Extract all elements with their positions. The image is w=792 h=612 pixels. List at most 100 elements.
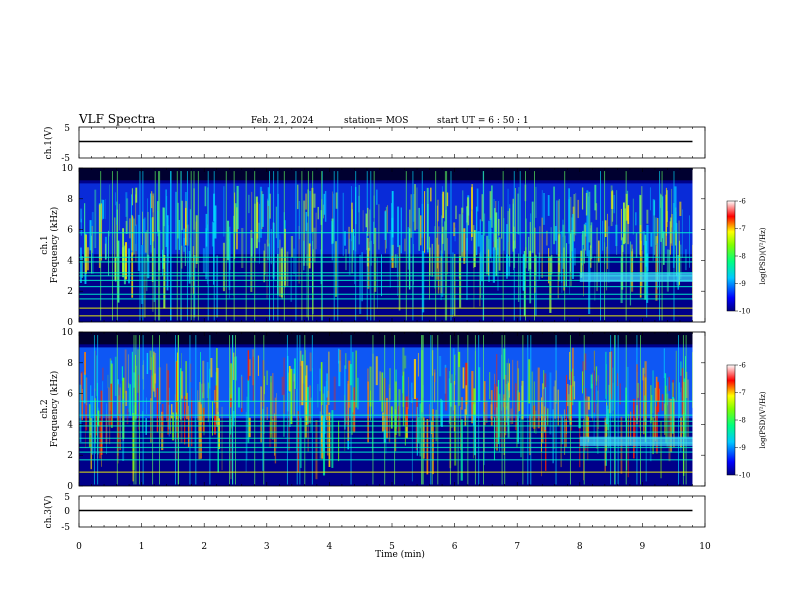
- ch2-spectrogram-streak: [412, 397, 413, 421]
- ch1-spectrogram-streak: [80, 247, 82, 283]
- ch1-spectrogram-streak: [569, 233, 572, 286]
- ch2-spectrogram-streak: [506, 362, 509, 409]
- ch1-spectrogram-streak: [440, 256, 443, 294]
- ch1-spectrogram-streak: [98, 204, 101, 268]
- ch1-spectrogram-streak: [351, 209, 353, 274]
- ch2-spectrogram-streak: [584, 353, 587, 371]
- ch2-spectrogram-spike: [682, 335, 684, 485]
- ch1-spectrogram-streak: [541, 190, 543, 233]
- ch1-spectrogram-streak: [639, 240, 642, 298]
- ch1-spectrogram-streak: [290, 236, 294, 258]
- ch2-spectrogram-ytick-label: 10: [62, 328, 74, 338]
- ch1-spectrogram-streak: [114, 257, 117, 282]
- ch2-spectrogram-streak: [381, 372, 384, 412]
- ch1-spectrogram-streak: [571, 230, 573, 252]
- ch1-spectrogram-streak: [389, 230, 392, 288]
- ch1-spectrogram-streak: [568, 188, 570, 232]
- ch2-spectrogram-streak: [106, 403, 108, 455]
- ch1-spectrogram-streak: [493, 198, 495, 242]
- ch2-spectrogram-spike: [555, 335, 557, 485]
- ch2-spectrogram-streak: [663, 348, 665, 379]
- ch1-spectrogram-streak: [588, 191, 591, 243]
- ch1-spectrogram-streak: [606, 233, 608, 249]
- ch2-spectrogram-streak: [325, 404, 328, 421]
- ch2-spectrogram-streak: [541, 397, 543, 453]
- ch2-spectrogram-ytick-label: 2: [67, 451, 73, 461]
- ch1-spectrogram-streak: [313, 227, 316, 263]
- ch2-spectrogram-streak: [167, 370, 169, 435]
- ch2-spectrogram-streak: [645, 418, 647, 482]
- ch2-spectrogram-streak: [596, 386, 597, 401]
- ch2-spectrogram-streak: [404, 355, 407, 369]
- ch1-spectrogram-streak: [627, 205, 630, 224]
- ch1-spectrogram-streak: [471, 184, 473, 210]
- ch2-spectrogram-streak: [579, 401, 581, 468]
- time-axis-label: Time (min): [375, 549, 425, 560]
- ch1-spectrogram-streak: [418, 207, 420, 251]
- ch2-spectrogram-channel-label: ch.2: [40, 399, 50, 418]
- ch1-spectrogram-streak: [250, 238, 253, 257]
- ch1-spectrogram-streak: [261, 191, 263, 230]
- ch2-spectrogram-streak: [590, 374, 593, 389]
- ch1-spectrogram-streak: [206, 224, 208, 285]
- ch2-spectrogram-streak: [237, 387, 241, 408]
- ch1-spectrogram-streak: [126, 198, 129, 234]
- ch1-spectrogram-streak: [508, 256, 510, 276]
- ch1-spectrogram-streak: [563, 247, 565, 291]
- ch1-spectrogram-streak: [535, 186, 537, 218]
- ch2-spectrogram-streak: [660, 420, 662, 479]
- ch1-spectrogram-tone-band: [79, 315, 693, 317]
- ch1-spectrogram-ytick-label: 2: [67, 287, 73, 297]
- ch1-spectrogram-spike: [412, 171, 414, 321]
- ch1-colorbar-tick-label: -6: [739, 198, 746, 206]
- ch1-spectrogram-streak: [498, 237, 501, 271]
- ch1-spectrogram-streak: [488, 239, 490, 258]
- ch1-spectrogram-streak: [204, 186, 207, 207]
- ch1-spectrogram-streak: [624, 208, 627, 244]
- ch2-spectrogram-streak: [684, 356, 687, 416]
- ch2-spectrogram-streak: [82, 388, 83, 420]
- ch1-spectrogram-streak: [429, 187, 432, 202]
- ch2-spectrogram-streak: [171, 404, 173, 419]
- ch2-spectrogram-streak: [661, 394, 664, 411]
- ch2-spectrogram-streak: [94, 350, 96, 391]
- start-time-label: start UT = 6 : 50 : 1: [437, 116, 529, 126]
- ch1-spectrogram-streak: [649, 187, 652, 211]
- ch2-spectrogram-spike: [501, 335, 503, 485]
- ch2-spectrogram-streak: [102, 367, 104, 381]
- ch1-spectrogram-streak: [305, 212, 308, 232]
- ch2-spectrogram-streak: [264, 375, 265, 395]
- ch1-spectrogram-streak: [267, 200, 270, 247]
- ch2-spectrogram-streak: [200, 352, 201, 402]
- ch2-spectrogram-tone-band: [79, 442, 693, 444]
- ch2-spectrogram-streak: [235, 356, 237, 381]
- ch2-spectrogram-streak: [585, 388, 587, 451]
- ch2-spectrogram-streak: [151, 375, 153, 402]
- ch1-spectrogram-streak: [366, 231, 368, 251]
- ch2-spectrogram-streak: [85, 377, 88, 406]
- ch3-ytick-top: 5: [64, 493, 70, 503]
- ch1-spectrogram-streak: [583, 224, 585, 264]
- ch1-spectrogram-streak: [564, 235, 566, 287]
- ch2-spectrogram-streak: [643, 395, 646, 422]
- ch1-spectrogram-streak: [492, 247, 495, 283]
- ch1-spectrogram-streak: [581, 234, 584, 276]
- ch2-spectrogram-streak: [345, 353, 347, 369]
- ch2-spectrogram-tone-band: [79, 425, 693, 427]
- ch1-spectrogram-spike: [186, 171, 188, 321]
- ch2-spectrogram-streak: [595, 366, 598, 382]
- ch2-spectrogram-streak: [353, 400, 356, 432]
- ch2-spectrogram-spike: [304, 335, 306, 485]
- ch2-spectrogram-streak: [494, 383, 496, 450]
- ch1-spectrogram-streak: [666, 249, 669, 292]
- ch1-spectrogram-streak: [545, 230, 548, 246]
- ch1-spectrogram-streak: [589, 245, 592, 268]
- ch1-spectrogram-streak: [358, 185, 360, 245]
- ch1-spectrogram-streak: [569, 196, 572, 234]
- ch2-spectrogram-streak: [156, 388, 159, 433]
- ch2-spectrogram-streak: [445, 367, 448, 411]
- ch2-spectrogram-spike: [640, 335, 641, 485]
- ch1-spectrogram-spike: [116, 171, 118, 321]
- ch2-spectrogram-streak: [290, 368, 293, 425]
- ch2-spectrogram-streak: [119, 387, 121, 451]
